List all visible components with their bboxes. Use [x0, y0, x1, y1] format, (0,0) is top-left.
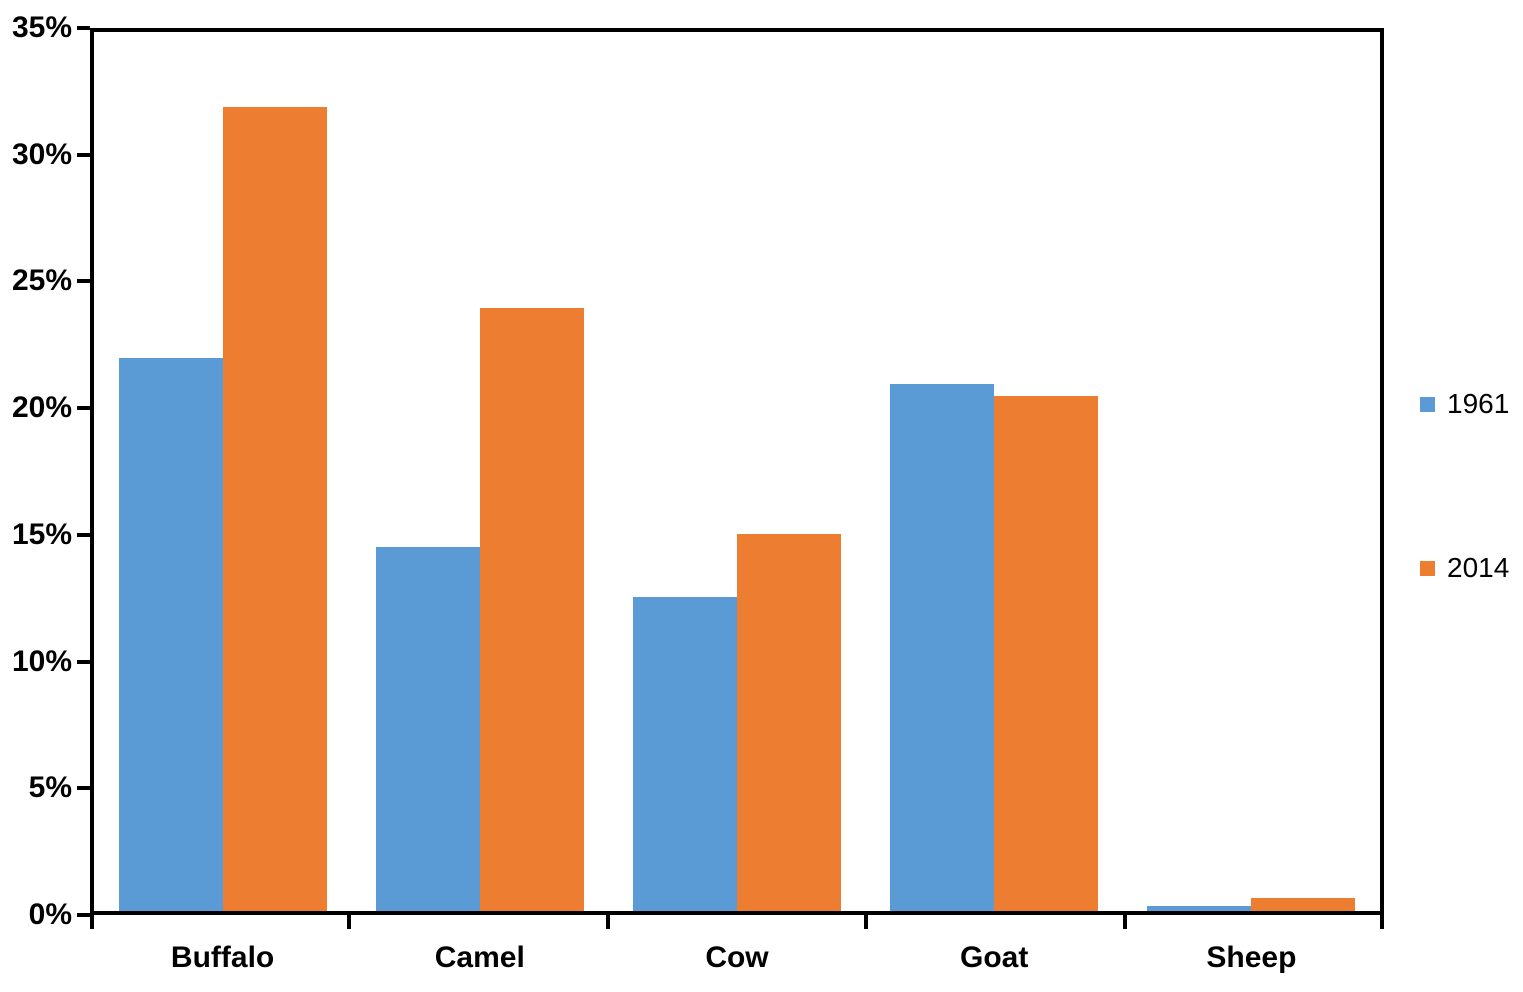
y-axis-tick-mark — [77, 279, 90, 284]
bar-1961-sheep — [1147, 906, 1252, 911]
x-axis-tick-mark — [864, 915, 869, 929]
legend-label-1961: 1961 — [1447, 388, 1510, 419]
y-axis-tick-mark — [77, 913, 90, 917]
legend-entry-2014: 2014 — [1420, 554, 1509, 582]
legend-swatch-2014-icon — [1420, 560, 1435, 576]
bar-2014-goat — [994, 396, 1099, 911]
bar-2014-sheep — [1251, 898, 1356, 911]
legend-label-2014: 2014 — [1447, 552, 1510, 583]
y-axis-tick-mark — [77, 26, 90, 30]
y-axis-tick-label: 25% — [11, 264, 72, 298]
legend-entry-1961: 1961 — [1420, 390, 1509, 418]
y-axis-tick-mark — [77, 786, 90, 791]
bars-container — [94, 32, 1380, 911]
bar-1961-cow — [633, 597, 737, 911]
x-axis-tick-mark — [605, 915, 610, 929]
bar-1961-goat — [890, 384, 995, 911]
x-axis-category-label: Buffalo — [170, 941, 275, 974]
y-axis-tick-label: 10% — [11, 644, 72, 678]
bar-2014-cow — [737, 534, 841, 911]
x-axis-category-label: Goat — [960, 941, 1029, 974]
y-axis-tick-label: 0% — [28, 898, 72, 931]
y-axis-tick-mark — [77, 532, 90, 537]
legend-swatch-1961-icon — [1420, 396, 1435, 412]
bar-1961-buffalo — [118, 358, 223, 911]
bar-1961-camel — [375, 547, 480, 911]
y-axis-tick-label: 20% — [11, 391, 72, 425]
x-axis-tick-mark — [346, 915, 351, 929]
bar-2014-buffalo — [222, 107, 327, 911]
plot-area — [90, 28, 1384, 915]
x-axis-category-label: Cow — [705, 941, 769, 974]
y-axis-tick-label: 35% — [11, 11, 72, 44]
x-axis-tick-mark — [1380, 915, 1384, 929]
x-axis-tick-mark — [90, 915, 94, 929]
x-axis-tick-mark — [1123, 915, 1128, 929]
y-axis-tick-mark — [77, 406, 90, 411]
y-axis-tick-label: 5% — [28, 771, 72, 805]
y-axis-tick-mark — [77, 152, 90, 157]
bar-2014-camel — [479, 308, 584, 911]
y-axis-tick-label: 15% — [11, 517, 72, 551]
y-axis-tick-label: 30% — [11, 137, 72, 171]
x-axis-category-label: Sheep — [1206, 941, 1297, 974]
x-axis-category-label: Camel — [434, 941, 525, 974]
y-axis-tick-mark — [77, 659, 90, 664]
